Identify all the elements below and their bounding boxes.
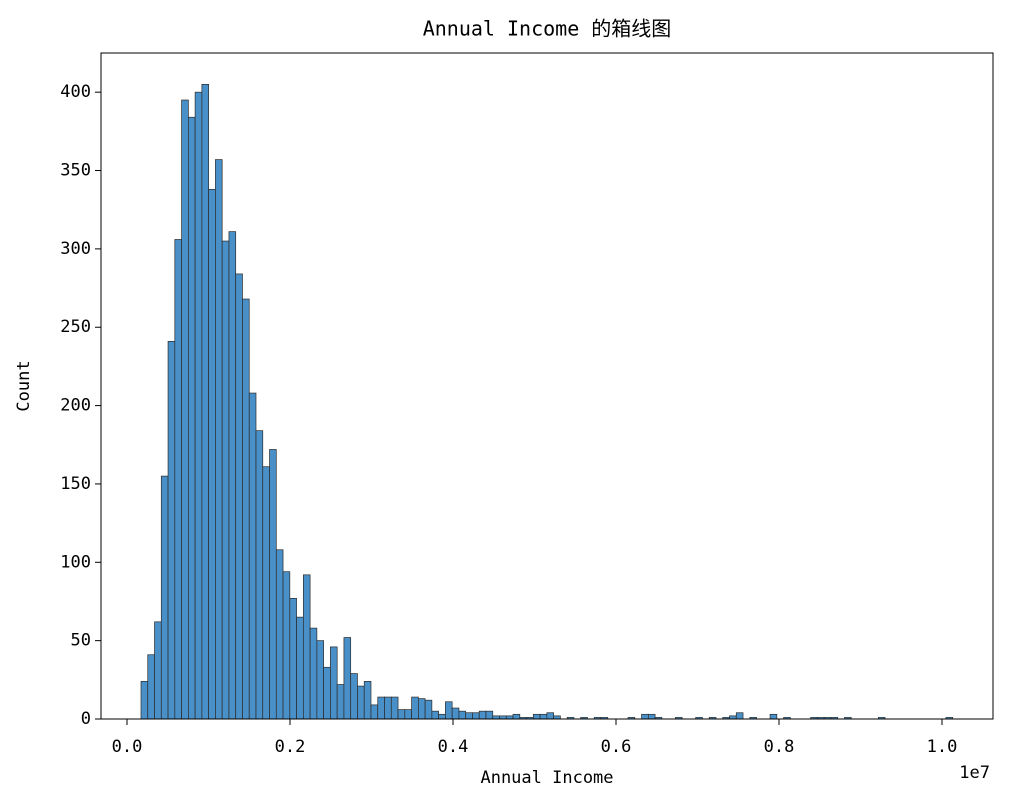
bar (248, 392, 257, 720)
bar (343, 637, 352, 720)
bar (147, 654, 155, 720)
bar (154, 621, 162, 720)
x-axis-label: Annual Income (480, 768, 613, 788)
bar (465, 712, 473, 720)
x-tick-label: 0.8 (764, 737, 795, 757)
bar (735, 712, 744, 720)
bar (208, 188, 216, 720)
bar (404, 709, 412, 720)
bar (282, 571, 291, 720)
y-tick-label: 50 (71, 631, 91, 651)
bar (235, 273, 243, 720)
bar (140, 681, 149, 720)
y-tick-label: 300 (60, 239, 91, 259)
bar (472, 712, 480, 720)
bar (275, 549, 284, 720)
bar (289, 597, 297, 720)
chart-title: Annual Income 的箱线图 (423, 17, 672, 41)
bar (458, 710, 467, 720)
bar (417, 698, 426, 720)
y-tick-label: 250 (60, 317, 91, 337)
y-tick-label: 350 (60, 161, 91, 181)
bar (181, 99, 189, 720)
bar (350, 673, 358, 720)
bar (424, 699, 433, 720)
bar (323, 666, 331, 720)
y-axis-label: Count (14, 360, 34, 411)
bar (187, 116, 196, 720)
plot-frame (100, 52, 994, 720)
bar (641, 713, 649, 720)
bar (357, 685, 365, 720)
y-tick-label: 150 (60, 474, 91, 494)
bar (397, 709, 406, 720)
bar (377, 696, 385, 720)
x-tick-label: 0.2 (275, 737, 306, 757)
bar (451, 707, 460, 720)
x-tick-label: 1.0 (927, 737, 958, 757)
bar (769, 713, 778, 720)
bar (330, 646, 338, 720)
bar (167, 340, 176, 720)
bar (309, 627, 318, 720)
bar (201, 83, 209, 720)
bar (445, 701, 453, 720)
x-tick-label: 0.6 (601, 737, 632, 757)
bar (370, 704, 379, 720)
bar (221, 240, 230, 720)
bar (296, 616, 304, 720)
bar (269, 449, 277, 720)
bar (363, 681, 372, 720)
y-tick-label: 400 (60, 82, 91, 102)
bar (390, 696, 399, 720)
bar (431, 710, 439, 720)
y-tick-label: 0 (81, 709, 91, 729)
bar (546, 712, 554, 720)
bar (160, 475, 169, 720)
bar (485, 710, 494, 720)
bar (384, 696, 392, 720)
bar (411, 696, 419, 720)
bar (438, 713, 446, 720)
y-tick-label: 100 (60, 552, 91, 572)
bar (302, 574, 311, 720)
bar (336, 684, 345, 720)
bar (478, 710, 487, 720)
bar (539, 713, 548, 720)
y-tick-label: 200 (60, 396, 91, 416)
bar (242, 298, 250, 720)
bar (194, 91, 203, 720)
bar (532, 713, 541, 720)
bar (647, 713, 656, 720)
bar (316, 640, 324, 720)
bar (228, 231, 237, 720)
bar (215, 159, 223, 720)
bar (262, 466, 270, 720)
x-tick-label: 0.4 (438, 737, 469, 757)
x-tick-label: 0.0 (112, 737, 143, 757)
bar (255, 430, 264, 720)
bar (512, 713, 521, 720)
x-offset-label: 1e7 (959, 763, 990, 783)
bar (174, 239, 182, 720)
